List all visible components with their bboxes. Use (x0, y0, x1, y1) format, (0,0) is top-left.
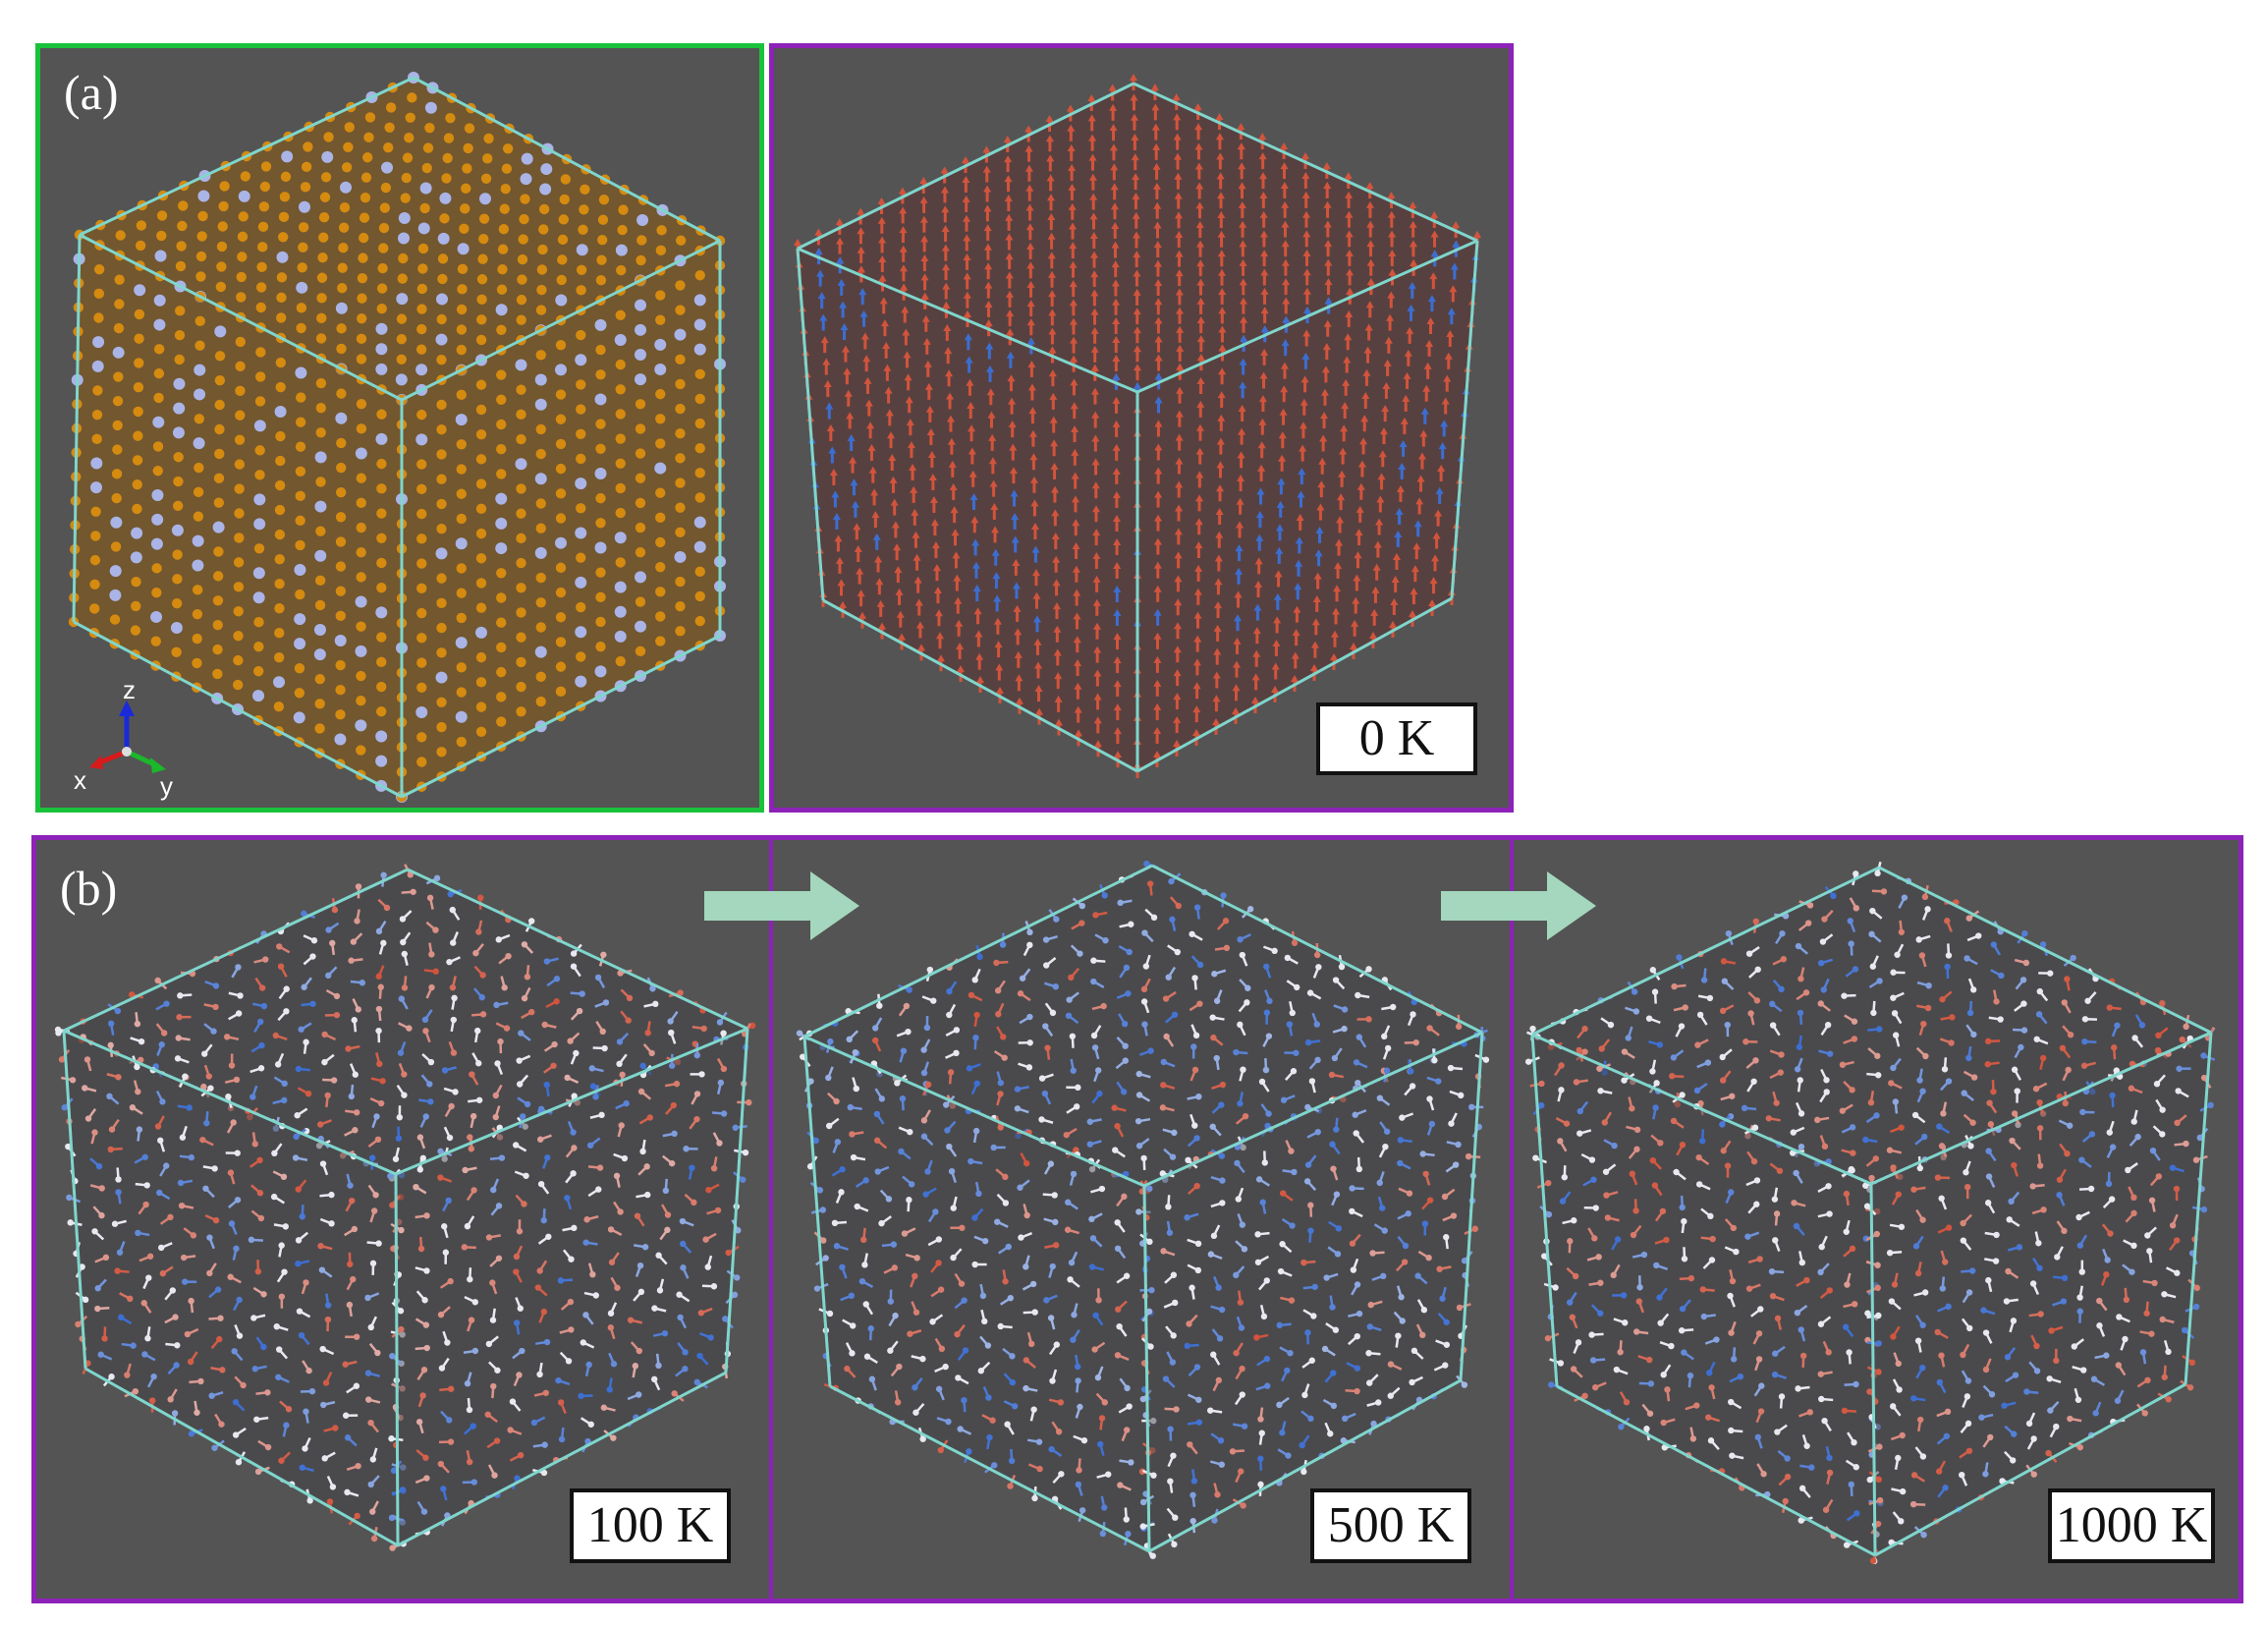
divider-2 (1510, 840, 1514, 1599)
temperature-label-100k: 100 K (570, 1488, 731, 1563)
spin-cube-0k (794, 74, 1481, 778)
atomic-structure-cube (68, 72, 726, 803)
right-arrow-icon (704, 871, 859, 940)
divider-1 (769, 840, 773, 1599)
panel-a-label: (a) (64, 65, 119, 120)
cube (796, 860, 1490, 1559)
temperature-label-1000k: 1000 K (2048, 1488, 2215, 1563)
spin-panel-0k: 0 K (769, 43, 1514, 813)
right-arrow-icon (1441, 871, 1596, 940)
panel-b-label: (b) (60, 861, 118, 916)
temperature-label-500k: 500 K (1310, 1488, 1471, 1563)
cube (794, 74, 1481, 778)
temperature-series-panel: (b) 100 K 500 K 1000 K (31, 835, 2243, 1603)
cube (54, 864, 756, 1551)
spin-cubes-finite-temperature (54, 860, 2216, 1565)
cube (1524, 861, 2216, 1565)
structure-panel: (a) z x y (35, 43, 764, 813)
cube (68, 72, 726, 803)
temperature-label-0k: 0 K (1316, 702, 1477, 775)
